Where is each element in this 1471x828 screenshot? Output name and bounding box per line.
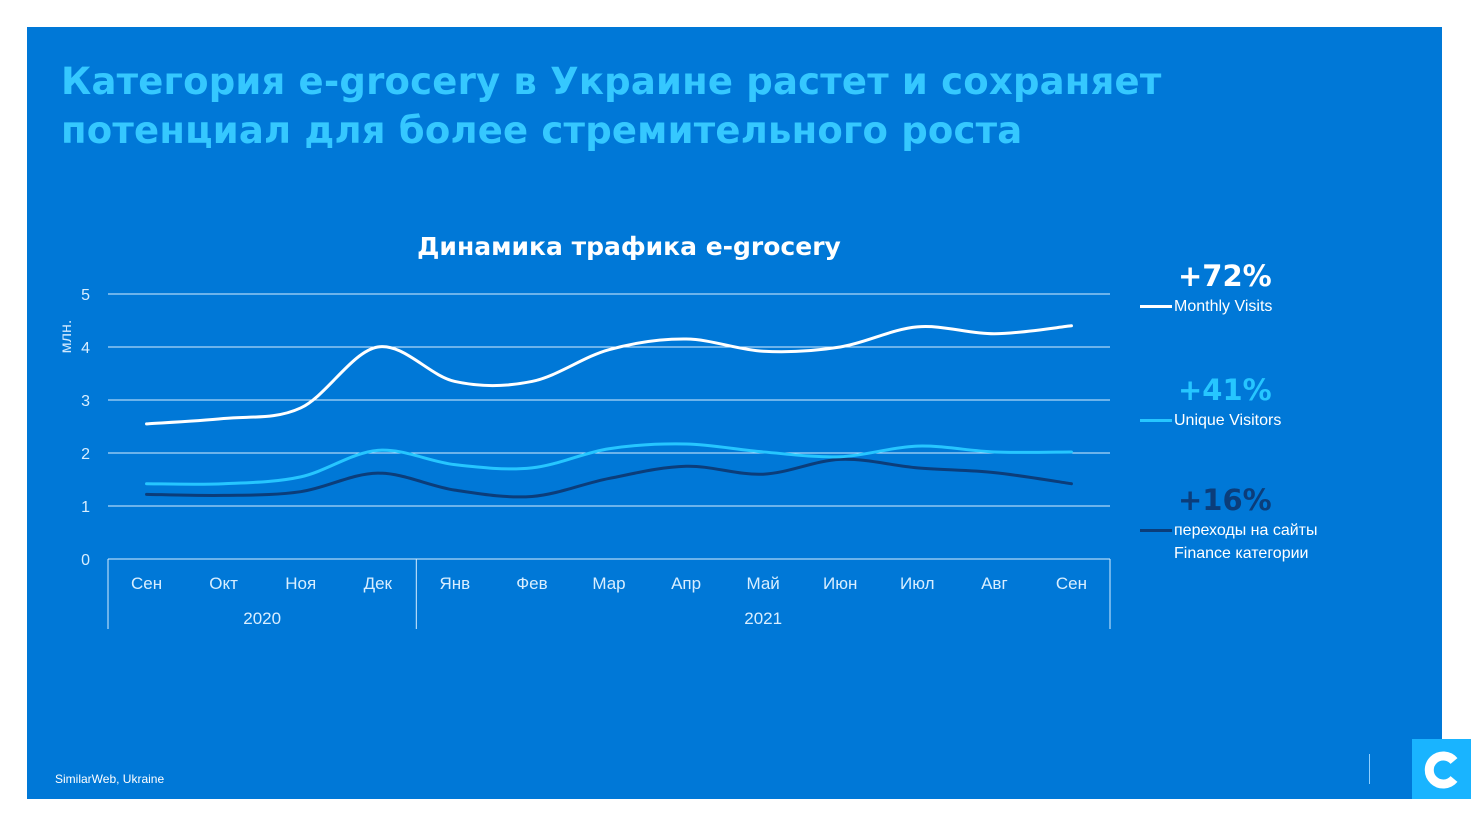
- legend-item-unique-visitors: +41% Unique Visitors: [1140, 373, 1281, 432]
- year-group-label: 2020: [243, 609, 281, 628]
- c-logo-icon: [1412, 739, 1471, 799]
- x-tick-label: Июн: [823, 574, 857, 593]
- page-title: Категория e-grocery в Украине растет и с…: [61, 57, 1311, 155]
- y-tick-label: 4: [81, 340, 90, 357]
- x-tick-label: Сен: [131, 574, 162, 593]
- x-tick-label: Мар: [592, 574, 625, 593]
- y-tick-label: 5: [81, 287, 90, 304]
- series-line-monthly-visits: [145, 324, 1073, 426]
- y-tick-label: 0: [81, 552, 90, 569]
- legend-line-swatch: [1140, 419, 1172, 422]
- chart-title: Динамика трафика e-grocery: [417, 232, 841, 261]
- series-line-unique-visitors: [145, 442, 1073, 486]
- x-tick-label: Окт: [209, 574, 238, 593]
- slide: Категория e-grocery в Украине растет и с…: [27, 27, 1442, 799]
- x-tick-label: Дек: [364, 574, 393, 593]
- legend-label-line-2: Finance категории: [1174, 545, 1309, 562]
- legend-label: Monthly Visits: [1174, 298, 1273, 315]
- x-tick-label: Июл: [900, 574, 935, 593]
- legend-item-monthly-visits: +72% Monthly Visits: [1140, 259, 1272, 318]
- y-tick-label: 1: [81, 499, 90, 516]
- x-tick-label: Май: [746, 574, 779, 593]
- x-tick-label: Ноя: [285, 574, 316, 593]
- legend-label: Unique Visitors: [1174, 412, 1282, 429]
- page-title-line-2: потенциал для более стремительного роста: [61, 109, 1023, 152]
- legend-label: переходы на сайты: [1174, 522, 1318, 539]
- source-note: SimilarWeb, Ukraine: [55, 772, 165, 786]
- legend-line-swatch: [1140, 529, 1172, 532]
- legend-growth-value: +72%: [1178, 259, 1272, 293]
- legend-line-swatch: [1140, 305, 1172, 308]
- year-group-label: 2021: [744, 609, 782, 628]
- legend-growth-value: +16%: [1178, 483, 1272, 517]
- y-tick-label: 3: [81, 393, 90, 410]
- x-tick-label: Сен: [1056, 574, 1087, 593]
- y-axis-label: млн.: [58, 320, 75, 354]
- page-title-line-1: Категория e-grocery в Украине растет и с…: [61, 60, 1162, 103]
- footer-divider: [1369, 754, 1370, 784]
- series-line-finance-transitions: [145, 457, 1073, 499]
- x-tick-label: Апр: [671, 574, 701, 593]
- x-tick-label: Авг: [981, 574, 1008, 593]
- x-tick-label: Фев: [516, 574, 547, 593]
- y-tick-label: 2: [81, 446, 90, 463]
- legend-item-finance-transitions: +16% переходы на сайты Finance категории: [1140, 483, 1318, 565]
- x-tick-label: Янв: [439, 574, 470, 593]
- traffic-line-chart: Динамика трафика e-grocery млн. 0 1 2 3 4 5 Сен О…: [58, 232, 1111, 629]
- legend-growth-value: +41%: [1178, 373, 1272, 407]
